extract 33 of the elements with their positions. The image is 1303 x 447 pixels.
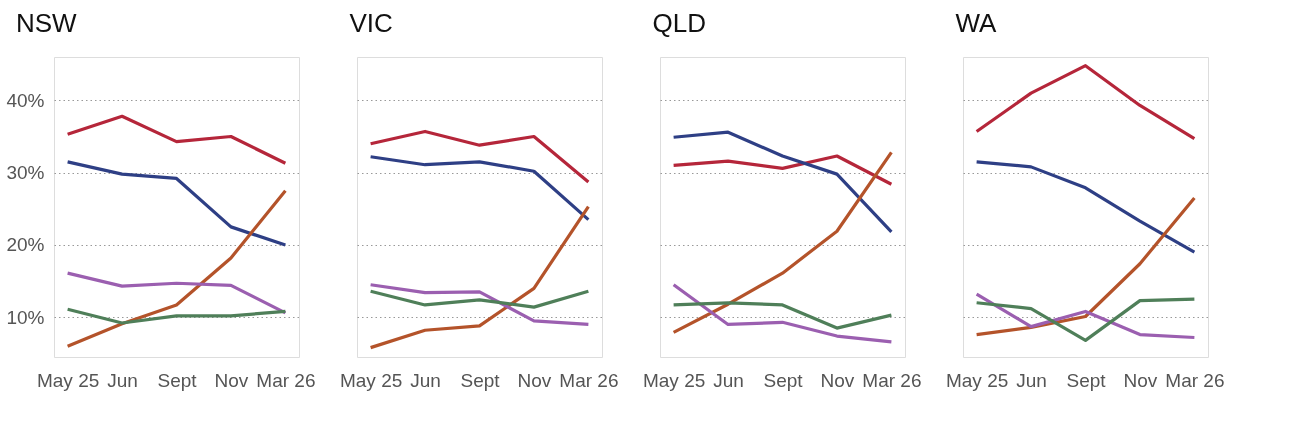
- x-tick-label: Mar 26: [862, 369, 922, 391]
- chart-title: NSW: [15, 8, 78, 38]
- x-tick-label: Sept: [157, 369, 198, 391]
- x-tick-label: Nov: [820, 369, 855, 391]
- y-tick-label: 30%: [6, 162, 45, 184]
- line-series: [66, 114, 287, 165]
- x-tick-label: May 25: [339, 369, 403, 391]
- x-tick-label: Jun: [713, 369, 744, 391]
- chart-title: VIC: [349, 8, 393, 38]
- x-tick-label: Mar 26: [559, 369, 619, 391]
- x-tick-label: Nov: [517, 369, 552, 391]
- x-tick-label: Sept: [763, 369, 804, 391]
- chart-title: WA: [955, 8, 998, 38]
- x-tick-label: May 25: [945, 369, 1009, 391]
- x-tick-label: May 25: [36, 369, 100, 391]
- line-series: [66, 189, 287, 348]
- x-tick-label: Jun: [410, 369, 441, 391]
- line-series: [66, 160, 287, 247]
- x-tick-label: May 25: [642, 369, 706, 391]
- x-tick-label: Jun: [1016, 369, 1047, 391]
- x-tick-label: Jun: [107, 369, 138, 391]
- line-series: [66, 271, 287, 315]
- y-tick-label: 10%: [6, 306, 45, 328]
- x-tick-label: Sept: [1066, 369, 1107, 391]
- x-tick-label: Nov: [1123, 369, 1158, 391]
- x-tick-label: Mar 26: [1165, 369, 1225, 391]
- line-series: [66, 307, 287, 325]
- x-tick-label: Nov: [214, 369, 249, 391]
- x-tick-label: Sept: [460, 369, 501, 391]
- y-tick-label: 20%: [6, 234, 45, 256]
- x-tick-label: Mar 26: [256, 369, 316, 391]
- chart-title: QLD: [652, 8, 706, 38]
- y-tick-label: 40%: [6, 89, 45, 111]
